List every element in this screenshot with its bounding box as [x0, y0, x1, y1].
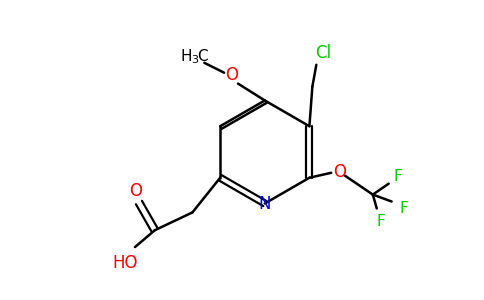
Text: HO: HO: [112, 254, 138, 272]
Text: 3: 3: [191, 55, 198, 65]
Text: F: F: [399, 201, 408, 216]
Text: Cl: Cl: [315, 44, 332, 62]
Text: O: O: [333, 163, 346, 181]
Text: O: O: [226, 66, 239, 84]
Text: O: O: [129, 182, 142, 200]
Text: F: F: [377, 214, 385, 229]
Text: H: H: [181, 50, 192, 64]
Text: N: N: [258, 196, 271, 214]
Text: F: F: [393, 169, 402, 184]
Text: C: C: [197, 50, 208, 64]
